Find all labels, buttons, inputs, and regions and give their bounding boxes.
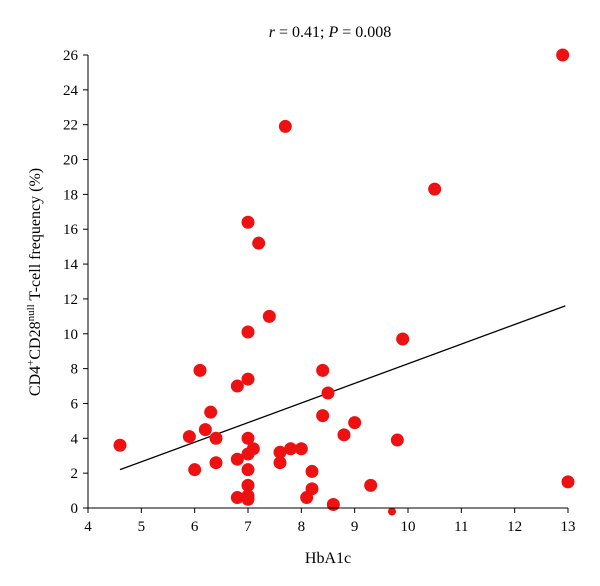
x-axis-ticks: 4 5 6 7 8 9 10 11 12 13: [84, 508, 576, 535]
data-point: [241, 463, 255, 477]
x-tick-label: 4: [84, 519, 92, 535]
x-tick-label: 5: [138, 519, 146, 535]
data-point: [241, 431, 255, 445]
data-point: [182, 430, 196, 444]
data-point: [230, 452, 244, 466]
data-point: [428, 182, 442, 196]
data-point: [278, 119, 292, 133]
data-point: [209, 456, 223, 470]
data-point: [262, 309, 276, 323]
y-tick-label: 6: [71, 396, 79, 412]
y-tick-label: 22: [63, 118, 78, 134]
y-tick-label: 20: [63, 153, 78, 169]
x-tick-label: 9: [351, 519, 359, 535]
data-point: [390, 433, 404, 447]
data-point: [273, 456, 287, 470]
x-tick-label: 10: [401, 519, 416, 535]
x-tick-label: 12: [507, 519, 522, 535]
data-point: [561, 475, 575, 489]
data-point: [284, 442, 298, 456]
data-point: [396, 332, 410, 346]
data-point: [294, 442, 308, 456]
data-point: [230, 491, 244, 505]
data-point: [230, 379, 244, 393]
data-point: [305, 464, 319, 478]
data-point: [252, 236, 266, 250]
data-point: [188, 463, 202, 477]
y-tick-label: 10: [63, 327, 78, 343]
data-point: [305, 482, 319, 496]
data-point: [246, 442, 260, 456]
plot-area: [113, 48, 575, 516]
data-point: [316, 363, 330, 377]
y-tick-label: 2: [71, 466, 79, 482]
y-tick-label: 18: [63, 187, 78, 203]
data-point: [241, 478, 255, 492]
x-tick-label: 7: [244, 519, 252, 535]
y-tick-label: 14: [63, 257, 79, 273]
data-point: [364, 478, 378, 492]
data-point: [348, 416, 362, 430]
data-point: [204, 405, 218, 419]
data-point: [241, 325, 255, 339]
y-tick-label: 8: [71, 362, 79, 378]
y-tick-label: 16: [63, 222, 79, 238]
data-point: [209, 431, 223, 445]
data-point: [326, 498, 340, 512]
data-point: [316, 409, 330, 423]
x-tick-label: 13: [561, 519, 576, 535]
y-tick-label: 12: [63, 292, 78, 308]
chart-title: r = 0.41; P = 0.008: [269, 24, 392, 41]
data-point: [113, 438, 127, 452]
data-point: [193, 363, 207, 377]
y-tick-label: 24: [63, 83, 79, 99]
data-point: [198, 423, 212, 437]
data-point: [388, 507, 396, 516]
x-tick-label: 6: [191, 519, 199, 535]
trend-line: [119, 305, 566, 471]
data-point: [337, 428, 351, 442]
y-tick-label: 26: [63, 48, 79, 64]
y-axis-label: CD4+CD28null T-cell frequency (%): [25, 168, 44, 396]
y-tick-label: 4: [71, 431, 79, 447]
data-point: [241, 215, 255, 229]
data-point: [241, 492, 255, 506]
x-axis-label: HbA1c: [305, 550, 351, 567]
data-point: [321, 386, 335, 400]
data-point: [556, 48, 570, 62]
x-tick-label: 8: [298, 519, 306, 535]
data-point: [241, 372, 255, 386]
x-tick-label: 11: [454, 519, 468, 535]
y-tick-label: 0: [71, 501, 79, 517]
data-point: [273, 445, 287, 459]
